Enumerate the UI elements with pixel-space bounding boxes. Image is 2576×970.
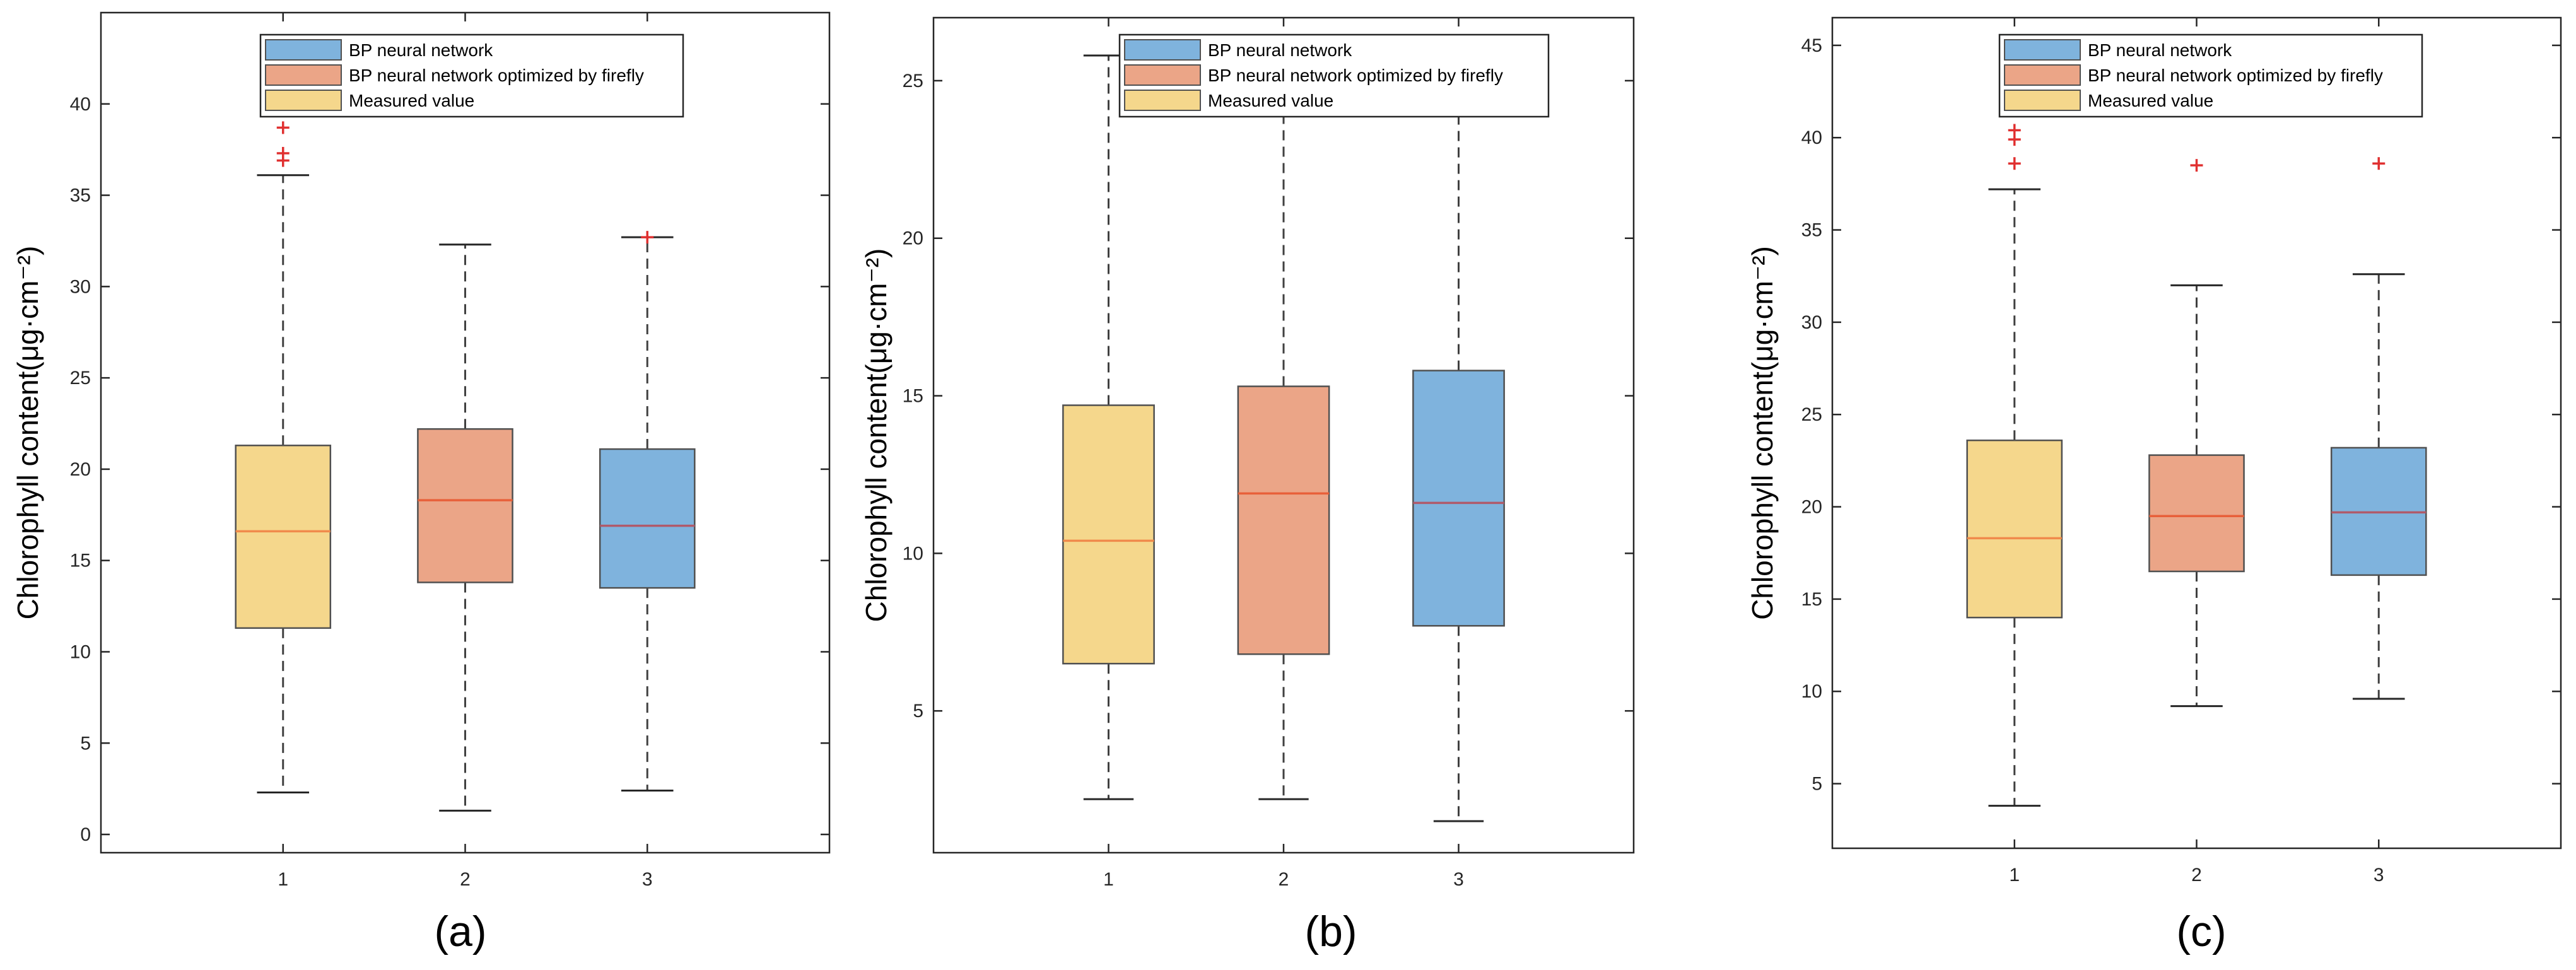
y-tick-label: 40 [1801,127,1822,148]
x-tick-label: 1 [278,869,288,890]
y-tick-label: 5 [80,733,91,754]
x-tick-label: 2 [460,869,471,890]
y-tick-label: 40 [70,94,91,115]
box-3 [599,231,696,792]
chart-panel-1: 0 5 10 15 20 25 30 35 40 1 2 3 Chlorophyll content(μ… [11,11,831,955]
y-tick-label: 5 [1812,774,1822,795]
box-2 [417,243,513,812]
legend-swatch [2004,90,2081,111]
y-tick-label: 45 [1801,35,1822,56]
y-tick-label: 35 [70,185,91,206]
x-tick-label: 1 [1103,869,1114,890]
x-tick-label: 2 [1279,869,1289,890]
legend-entry-label: BP neural network [349,40,493,60]
box-1 [235,52,332,793]
x-tick-label: 3 [1453,869,1464,890]
legend: BP neural network BP neural network optim… [259,33,684,118]
box-3 [1412,83,1505,822]
iqr-box [1966,439,2063,619]
legend-entry-label: Measured value [2088,91,2213,110]
y-tick-label: 20 [70,459,91,480]
y-tick-label: 15 [1801,589,1822,610]
y-tick-label: 10 [903,543,923,564]
legend-entry-label: BP neural network [2088,40,2232,60]
y-tick-label: 20 [1801,497,1822,518]
legend-swatch [265,90,342,111]
iqr-box [599,448,696,589]
y-tick-label: 20 [903,228,923,249]
y-tick-label: 5 [913,701,923,722]
outlier-marker [276,146,290,160]
box-1 [1062,54,1155,800]
y-tick-label: 10 [1801,681,1822,702]
y-tick-label: 30 [70,276,91,297]
outlier-marker [2008,157,2021,170]
outlier-marker [2190,159,2203,172]
iqr-box [1412,370,1505,627]
legend-entry-label: BP neural network optimized by firefly [349,66,644,85]
y-tick-label: 30 [1801,312,1822,333]
iqr-box [1237,385,1330,655]
legend-entry-label: BP neural network optimized by firefly [1208,66,1503,85]
legend-swatch [2004,64,2081,86]
legend-swatch [1124,90,1201,111]
box-2 [1237,114,1330,800]
y-tick-label: 35 [1801,220,1822,241]
y-tick-label: 15 [903,386,923,407]
box-2 [2148,159,2245,708]
outlier-marker [276,121,290,134]
chart-panel-2: 5 10 15 20 25 1 2 3 Chlorophyll content(μg·cm⁻²)… [860,16,1635,955]
panel-label: (a) [434,908,486,955]
y-axis-label: Chlorophyll content(μg·cm⁻²) [1746,246,1779,620]
legend-swatch [2004,39,2081,61]
y-tick-label: 10 [70,641,91,662]
x-tick-label: 1 [2009,865,2020,885]
x-tick-label: 3 [642,869,653,890]
outlier-marker [641,231,654,244]
iqr-box [2148,454,2245,573]
legend-swatch [1124,39,1201,61]
legend: BP neural network BP neural network optim… [1998,33,2423,118]
legend-entry-label: Measured value [1208,91,1333,110]
y-tick-label: 25 [1801,404,1822,425]
legend-entry-label: Measured value [349,91,474,110]
legend-entry-label: BP neural network optimized by firefly [2088,66,2383,85]
legend-swatch [265,64,342,86]
x-tick-label: 3 [2374,865,2384,885]
x-tick-label: 2 [2191,865,2202,885]
outlier-marker [2008,124,2021,137]
iqr-box [417,428,513,583]
y-tick-label: 0 [80,824,91,845]
legend: BP neural network BP neural network optim… [1118,33,1550,118]
iqr-box [1062,404,1155,665]
iqr-box [235,445,332,629]
y-axis-label: Chlorophyll content(μg·cm⁻²) [860,248,893,622]
chart-panel-3: 5 10 15 20 25 30 35 40 45 1 2 3 Chlorophyll content(… [1746,16,2562,955]
y-tick-label: 25 [903,71,923,91]
panel-label: (b) [1304,908,1357,955]
y-axis-label: Chlorophyll content(μg·cm⁻²) [11,246,44,620]
outlier-marker [2372,157,2386,170]
panel-label: (c) [2176,908,2226,955]
y-tick-label: 15 [70,551,91,571]
box-3 [2330,64,2427,700]
legend-swatch [1124,64,1201,86]
legend-swatch [265,39,342,61]
y-tick-label: 25 [70,368,91,389]
box-1 [1966,40,2063,807]
legend-entry-label: BP neural network [1208,40,1352,60]
